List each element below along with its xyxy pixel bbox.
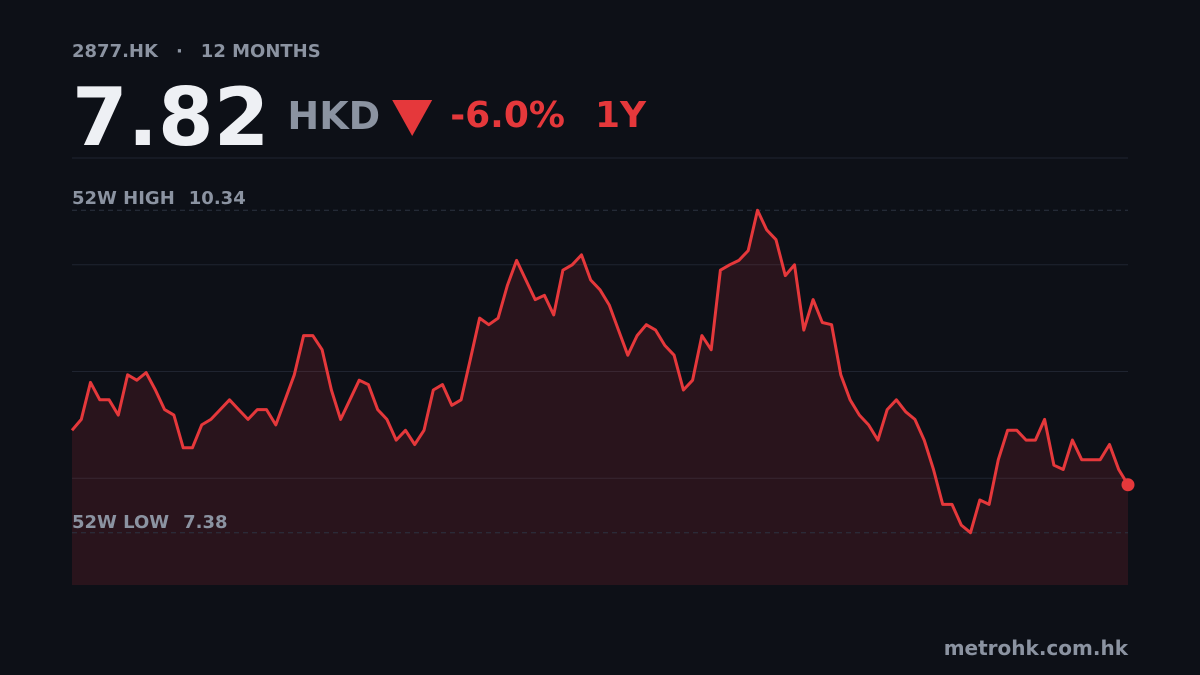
high-value: 10.34	[189, 188, 246, 209]
range: 1Y	[595, 95, 647, 136]
plot: 52W HIGH 10.34 52W LOW 7.38	[70, 188, 1135, 586]
ticker: 2877.HK	[72, 41, 159, 62]
change: -6.0%	[450, 95, 565, 136]
down-arrow	[392, 100, 433, 136]
last-point	[1121, 478, 1135, 492]
low-label: 52W LOW	[72, 512, 169, 533]
low-value: 7.38	[183, 512, 227, 533]
area	[72, 210, 1128, 586]
period: 12 MONTHS	[201, 41, 321, 62]
source: metrohk.com.hk	[944, 636, 1129, 660]
price: 7.82	[72, 71, 269, 164]
high-label: 52W HIGH	[72, 188, 175, 209]
price-line	[70, 208, 1130, 535]
separator: ·	[176, 41, 183, 62]
currency: HKD	[287, 94, 380, 138]
